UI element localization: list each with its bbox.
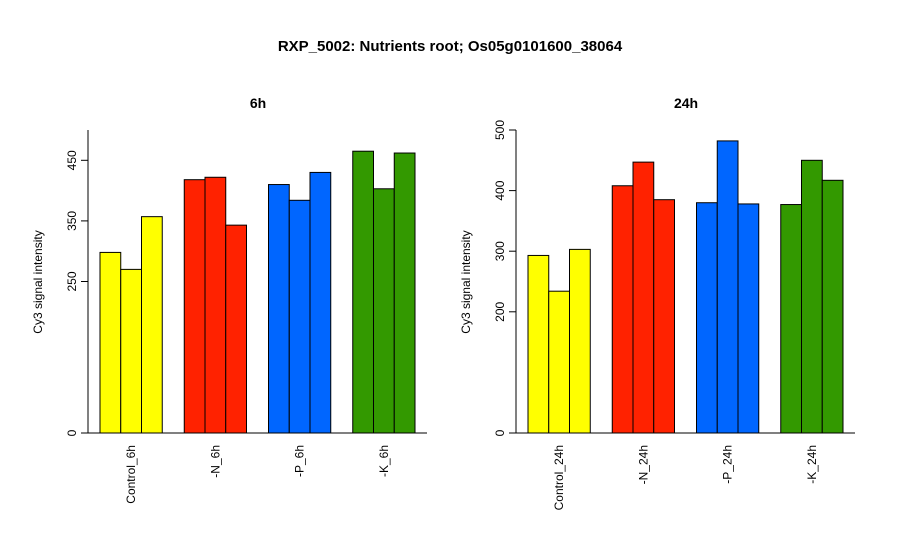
- y-tick-label: 400: [493, 180, 507, 200]
- y-axis-label: Cy3 signal intensity: [31, 230, 45, 333]
- bar: [309, 171, 332, 434]
- bar: [696, 202, 718, 434]
- x-tick-label: -N_24h: [636, 445, 650, 484]
- y-tick-label: 200: [493, 301, 507, 321]
- bar: [373, 188, 395, 434]
- y-tick-label: 450: [65, 150, 79, 170]
- bar: [204, 176, 227, 434]
- bar: [653, 199, 675, 434]
- bar: [611, 185, 634, 434]
- x-tick-label: -K_24h: [805, 445, 819, 484]
- bar: [225, 224, 247, 434]
- bar: [632, 161, 655, 434]
- bar: [780, 204, 802, 434]
- x-tick-label: -K_6h: [377, 445, 391, 477]
- y-tick-label: 300: [493, 241, 507, 261]
- bar: [268, 184, 290, 434]
- bar: [716, 140, 739, 434]
- bar: [801, 159, 823, 434]
- bar: [527, 254, 550, 434]
- bar: [821, 179, 844, 434]
- panel-title: 24h: [674, 95, 698, 111]
- y-tick-label: 500: [493, 120, 507, 140]
- y-tick-label: 350: [65, 211, 79, 231]
- bar: [288, 199, 311, 434]
- bar: [99, 251, 122, 434]
- bar: [737, 203, 760, 434]
- bar: [569, 248, 591, 434]
- panel-title: 6h: [250, 95, 266, 111]
- bar: [393, 152, 416, 434]
- y-tick-label: 0: [493, 429, 507, 436]
- bar: [183, 179, 206, 434]
- x-tick-label: -P_24h: [721, 445, 735, 484]
- y-tick-label: 0: [65, 429, 79, 436]
- bar: [352, 150, 374, 434]
- y-tick-label: 250: [65, 271, 79, 291]
- chart-main-title: RXP_5002: Nutrients root; Os05g0101600_3…: [277, 38, 623, 55]
- x-tick-label: Control_24h: [552, 445, 566, 510]
- x-tick-label: -P_6h: [293, 445, 307, 477]
- y-axis-label: Cy3 signal intensity: [459, 230, 473, 333]
- bar: [141, 216, 163, 434]
- bar: [120, 268, 142, 434]
- x-tick-label: Control_6h: [124, 445, 138, 504]
- bar: [548, 290, 570, 434]
- x-tick-label: -N_6h: [208, 445, 222, 478]
